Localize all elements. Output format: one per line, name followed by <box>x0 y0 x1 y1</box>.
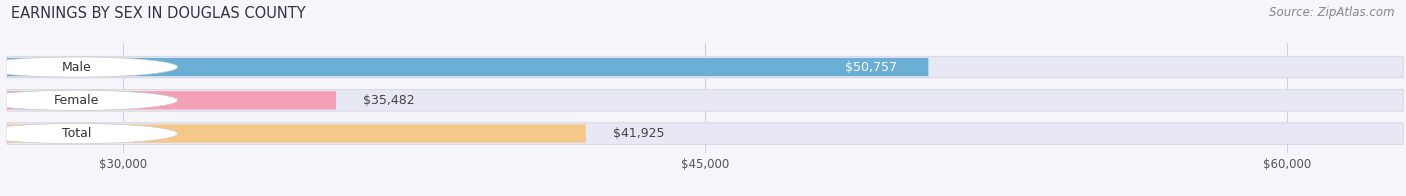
Text: $50,757: $50,757 <box>845 61 897 74</box>
FancyBboxPatch shape <box>7 90 1403 111</box>
Text: Male: Male <box>62 61 91 74</box>
Text: $41,925: $41,925 <box>613 127 665 140</box>
FancyBboxPatch shape <box>7 91 336 110</box>
FancyBboxPatch shape <box>7 56 1403 78</box>
FancyBboxPatch shape <box>7 123 1403 144</box>
Ellipse shape <box>0 90 177 110</box>
FancyBboxPatch shape <box>7 58 928 76</box>
Ellipse shape <box>0 123 177 144</box>
Text: $35,482: $35,482 <box>363 94 415 107</box>
Text: EARNINGS BY SEX IN DOUGLAS COUNTY: EARNINGS BY SEX IN DOUGLAS COUNTY <box>11 6 307 21</box>
Text: Total: Total <box>62 127 91 140</box>
Ellipse shape <box>0 57 177 77</box>
FancyBboxPatch shape <box>7 124 586 143</box>
Text: Source: ZipAtlas.com: Source: ZipAtlas.com <box>1270 6 1395 19</box>
Text: Female: Female <box>55 94 100 107</box>
